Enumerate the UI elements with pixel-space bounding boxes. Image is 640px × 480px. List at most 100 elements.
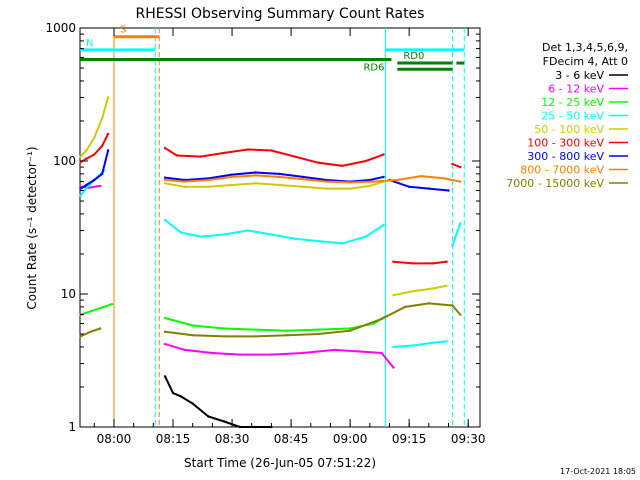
series-6-12-kev <box>79 184 395 369</box>
data-point <box>372 180 375 183</box>
data-point <box>191 324 194 327</box>
data-point <box>230 183 234 187</box>
series-100-300-kev <box>79 132 462 265</box>
data-point <box>85 149 88 152</box>
data-point <box>207 415 210 418</box>
data-point <box>317 239 320 243</box>
legend-label-300-800-kev: 300 - 800 keV <box>527 150 604 163</box>
data-point <box>431 341 434 344</box>
data-point <box>99 184 102 188</box>
flag-bars: S N RD0 RD6 <box>80 25 465 73</box>
data-point <box>459 180 462 183</box>
data-point <box>79 161 82 164</box>
data-point <box>396 178 399 182</box>
data-point <box>254 425 257 429</box>
legend-label-100-300-kev: 100 - 300 keV <box>527 137 604 150</box>
data-point <box>270 149 273 152</box>
axes: 08:00 08:15 08:30 08:45 09:00 09:15 09:30 1 10 10… <box>45 21 485 446</box>
series-100-300-kev-segment-3 <box>393 260 447 265</box>
data-point <box>93 153 96 156</box>
data-point <box>179 395 183 398</box>
data-point <box>223 151 226 155</box>
y-tick-label: 1 <box>68 420 76 434</box>
data-point <box>238 353 242 356</box>
data-point <box>99 327 102 330</box>
data-point <box>85 157 88 160</box>
data-point <box>183 185 186 188</box>
data-point <box>191 334 194 337</box>
legend-label-800-7000-kev: 800 - 7000 keV <box>520 164 604 177</box>
data-point <box>246 229 249 232</box>
data-point <box>380 351 383 355</box>
data-point <box>427 187 430 190</box>
data-point <box>301 185 305 188</box>
y-tick-label: 100 <box>53 154 76 168</box>
series-800-7000-kev <box>163 174 462 184</box>
series-25-50-kev-segment-4 <box>451 222 462 247</box>
series-300-800-kev <box>79 149 450 192</box>
data-point <box>93 136 96 139</box>
data-point <box>368 184 371 188</box>
data-point <box>348 327 352 330</box>
data-point <box>427 302 430 305</box>
data-point <box>341 242 344 245</box>
data-point <box>163 176 167 179</box>
data-point <box>443 177 446 180</box>
series-25-50-kev-segment-2 <box>164 219 385 245</box>
data-point <box>254 174 257 177</box>
y-tick-label: 10 <box>61 287 76 301</box>
data-point <box>404 305 407 309</box>
data-point <box>163 146 167 150</box>
data-point <box>348 329 352 332</box>
data-point <box>356 350 360 353</box>
data-point <box>382 223 385 227</box>
legend-label-3-6-kev: 3 - 6 keV <box>555 69 604 82</box>
flag-label-rd6: RD6 <box>363 62 384 73</box>
x-tick-label: 09:00 <box>333 432 368 446</box>
data-point <box>207 185 210 188</box>
data-point <box>301 175 305 179</box>
legend-label-25-50-kev: 25 - 50 keV <box>541 110 604 123</box>
data-point <box>411 262 415 265</box>
data-point <box>110 302 114 306</box>
data-point <box>223 233 226 236</box>
data-point <box>238 425 242 429</box>
data-point <box>333 348 336 352</box>
data-point <box>325 180 328 183</box>
data-point <box>408 185 411 188</box>
data-point <box>163 375 167 378</box>
data-point <box>317 328 320 331</box>
data-point <box>301 351 305 355</box>
data-point <box>285 329 289 332</box>
data-point <box>191 402 194 405</box>
data-point <box>254 328 257 331</box>
data-point <box>348 181 352 184</box>
data-point <box>459 165 462 169</box>
data-point <box>163 218 167 222</box>
series-3-6-kev <box>79 185 273 429</box>
x-tick-label: 08:45 <box>274 432 309 446</box>
series-300-800-kev-segment-1 <box>79 150 110 190</box>
data-point <box>293 155 297 158</box>
series-50-100-kev-segment-3 <box>393 284 447 297</box>
series-300-800-kev-segment-3 <box>389 179 449 192</box>
data-point <box>431 287 434 290</box>
legend-label-12-25-kev: 12 - 25 keV <box>541 96 604 109</box>
data-point <box>163 342 167 346</box>
legend-header-line-1: Det 1,3,4,5,6,9, <box>542 41 628 54</box>
data-point <box>368 178 371 182</box>
data-point <box>447 189 450 192</box>
series-25-50-kev <box>79 169 462 349</box>
data-point <box>79 155 82 158</box>
vertical-markers <box>113 28 465 427</box>
data-point <box>106 132 110 136</box>
y-axis-label: Count Rate (s⁻¹ detector⁻¹) <box>25 146 39 309</box>
data-point <box>278 183 281 187</box>
series-12-25-kev-segment-2 <box>164 315 387 332</box>
data-point <box>230 173 234 176</box>
data-point <box>392 366 395 369</box>
data-point <box>93 178 96 182</box>
data-series <box>79 96 462 429</box>
data-point <box>411 290 415 293</box>
